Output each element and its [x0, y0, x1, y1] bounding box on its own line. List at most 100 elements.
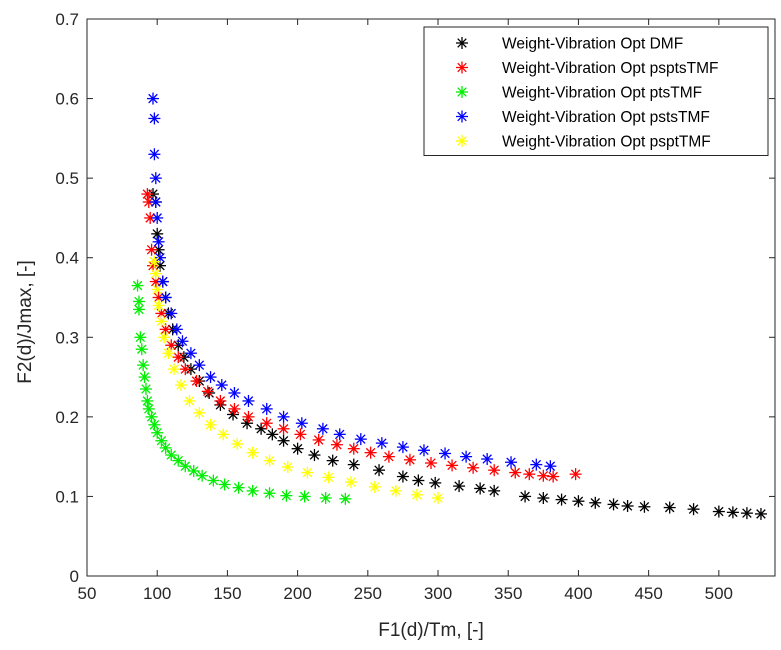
data-point [319, 492, 332, 505]
data-point [151, 426, 164, 439]
data-point [555, 493, 568, 506]
data-point [326, 454, 339, 467]
data-point [162, 347, 175, 360]
x-tick-label: 100 [143, 584, 171, 603]
data-point [488, 484, 501, 497]
data-point [308, 449, 321, 462]
data-point [280, 489, 293, 502]
data-point [354, 433, 367, 446]
data-point [446, 459, 459, 472]
data-point [277, 422, 290, 435]
data-point [179, 363, 192, 376]
data-point [141, 394, 154, 407]
data-point [193, 406, 206, 419]
data-point [295, 417, 308, 430]
data-point [146, 92, 159, 105]
data-point [364, 446, 377, 459]
data-point [215, 379, 228, 392]
data-point [316, 422, 329, 435]
x-tick-label: 350 [494, 584, 522, 603]
data-point [266, 428, 279, 441]
data-point [263, 454, 276, 467]
data-point [291, 442, 304, 455]
data-point [375, 437, 388, 450]
data-point [410, 488, 423, 501]
data-point [159, 441, 172, 454]
data-point [260, 417, 273, 430]
data-point [460, 450, 473, 463]
data-point [232, 481, 245, 494]
data-point [373, 464, 386, 477]
data-point [149, 172, 162, 185]
legend: Weight-Vibration Opt DMF Weight-Vibration… [423, 26, 769, 156]
data-point [204, 371, 217, 384]
legend-entry: Weight-Vibration Opt psptTMF [502, 134, 711, 151]
data-point [145, 243, 158, 256]
legend-marker [456, 135, 468, 147]
data-point [344, 476, 357, 489]
data-point [170, 323, 183, 336]
series-5 [148, 255, 445, 505]
data-point [196, 469, 209, 482]
data-point [228, 386, 241, 399]
data-point [201, 385, 214, 398]
data-point [148, 418, 161, 431]
data-point [607, 498, 620, 511]
data-point [246, 484, 259, 497]
data-point [152, 235, 165, 248]
data-point [403, 453, 416, 466]
data-point [519, 490, 532, 503]
data-point [141, 188, 154, 201]
data-point [312, 433, 325, 446]
y-tick-label: 0.1 [55, 487, 79, 506]
x-tick-label: 300 [424, 584, 452, 603]
data-point [137, 359, 150, 372]
data-point [145, 410, 158, 423]
data-point [509, 466, 522, 479]
data-point [277, 434, 290, 447]
x-tick-label: 250 [354, 584, 382, 603]
data-point [148, 148, 161, 161]
x-tick-label: 200 [283, 584, 311, 603]
data-point [523, 468, 536, 481]
data-point [134, 331, 147, 344]
legend-marker [456, 37, 468, 49]
data-point [155, 434, 168, 447]
data-point [242, 410, 255, 423]
y-tick-label: 0.7 [55, 10, 79, 29]
data-point [368, 480, 381, 493]
data-point [530, 458, 543, 471]
x-tick-label: 50 [78, 584, 97, 603]
data-point [333, 428, 346, 441]
data-point [139, 383, 152, 396]
data-point [432, 492, 445, 505]
y-tick-label: 0.5 [55, 169, 79, 188]
data-point [214, 394, 227, 407]
data-point [687, 503, 700, 516]
data-point [187, 464, 200, 477]
data-point [135, 343, 148, 356]
data-point [396, 470, 409, 483]
data-point [277, 410, 290, 423]
data-point [740, 507, 753, 520]
y-tick-label: 0.6 [55, 90, 79, 109]
data-point [712, 505, 725, 518]
data-point [412, 474, 425, 487]
data-point [417, 444, 430, 457]
series-1 [146, 188, 767, 520]
data-point [294, 428, 307, 441]
x-tick-label: 150 [213, 584, 241, 603]
data-point [439, 447, 452, 460]
data-point [142, 402, 155, 415]
x-tick-label: 450 [634, 584, 662, 603]
data-point [179, 460, 192, 473]
data-point [159, 291, 172, 304]
data-point [149, 275, 162, 288]
data-point [218, 478, 231, 491]
data-point [726, 506, 739, 519]
y-tick-label: 0.2 [55, 408, 79, 427]
data-point [298, 490, 311, 503]
plot-frame [86, 18, 776, 577]
data-point [217, 428, 230, 441]
data-point [429, 476, 442, 489]
